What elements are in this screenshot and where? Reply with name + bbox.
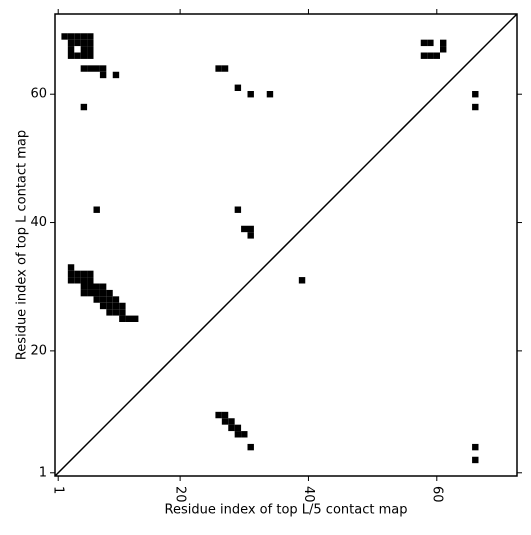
contact-cell (87, 33, 94, 40)
contact-cell (74, 52, 81, 59)
contact-cell (74, 270, 81, 278)
plot-frame (54, 13, 518, 477)
contact-cell (472, 103, 479, 111)
contact-cell (67, 52, 75, 59)
contact-cell (215, 411, 222, 419)
contact-cell (221, 411, 229, 419)
contact-cell (87, 65, 94, 72)
contact-cell (67, 277, 75, 284)
contact-cell (427, 39, 434, 47)
contact-cell (440, 46, 447, 53)
contact-cell (87, 283, 94, 290)
contact-cell (80, 52, 88, 59)
contact-cell (119, 315, 126, 322)
contact-cell (67, 270, 75, 278)
contact-cell (80, 277, 88, 284)
contact-cell (74, 277, 81, 284)
contact-cell (112, 302, 120, 310)
contact-cell (106, 309, 113, 316)
diagonal-line (54, 13, 518, 477)
contact-cell (67, 264, 75, 271)
contact-cell (87, 289, 94, 297)
x-tick-label: 40 (301, 486, 316, 503)
contact-cell (420, 52, 428, 59)
contact-cell (119, 302, 126, 310)
contact-cell (427, 52, 434, 59)
contact-cell (87, 277, 94, 284)
contact-cell (247, 225, 254, 233)
contact-cell (74, 33, 81, 40)
contact-cell (93, 283, 100, 290)
contact-cell (87, 39, 94, 47)
x-tick-label: 20 (173, 486, 188, 503)
contact-cell (234, 424, 242, 432)
contact-cell (472, 443, 479, 451)
contact-cell (241, 431, 248, 438)
contact-cell (440, 39, 447, 47)
y-tick-label: 40 (30, 215, 47, 230)
contact-cell (132, 315, 139, 322)
contact-cell (87, 52, 94, 59)
x-axis-label: Residue index of top L/5 contact map (165, 503, 408, 518)
x-tick-label: 1 (51, 486, 66, 494)
contact-cell (99, 296, 107, 303)
y-axis-label: Residue index of top L contact map (15, 130, 30, 360)
contact-cell (247, 232, 254, 239)
contact-cell (80, 270, 88, 278)
contact-cell (80, 65, 88, 72)
contact-cell (106, 296, 113, 303)
contact-cell (87, 46, 94, 53)
contact-cell (247, 91, 254, 98)
contact-cell (119, 309, 126, 316)
contact-cell (80, 46, 88, 53)
contact-cell (67, 33, 75, 40)
y-tick-label: 1 (39, 465, 47, 480)
contact-cell (80, 39, 88, 47)
contact-cell (298, 277, 306, 284)
contact-cell (247, 443, 254, 451)
contact-cell (80, 103, 88, 111)
contact-cell (67, 46, 75, 53)
contact-cell (221, 418, 229, 425)
contact-cell (472, 91, 479, 98)
x-tick-label: 60 (429, 486, 444, 503)
contact-cell (228, 418, 235, 425)
y-tick-label: 60 (30, 87, 47, 102)
contact-cell (61, 33, 68, 40)
contact-cell (99, 289, 107, 297)
contact-cell (234, 84, 242, 91)
contact-cell (106, 302, 113, 310)
contact-cell (234, 431, 242, 438)
contact-cell (93, 289, 100, 297)
contact-cell (74, 39, 81, 47)
contact-cell (99, 302, 107, 310)
contact-cell (125, 315, 132, 322)
contact-cell (215, 65, 222, 72)
y-tick-label: 20 (30, 343, 47, 358)
contact-cell (221, 65, 229, 72)
contact-cell (228, 424, 235, 432)
contact-cell (93, 206, 100, 213)
contact-cell (80, 33, 88, 40)
contact-cell (234, 206, 242, 213)
contact-cell (99, 283, 107, 290)
contact-cell (433, 52, 440, 59)
contact-cell (472, 456, 479, 464)
contact-cell (112, 296, 120, 303)
contact-cell (67, 39, 75, 47)
contact-cell (106, 289, 113, 297)
contact-cell (112, 71, 120, 79)
contact-cell (99, 65, 107, 72)
contact-cell (93, 65, 100, 72)
contact-cell (80, 283, 88, 290)
contact-cell (112, 309, 120, 316)
contact-cell (93, 296, 100, 303)
contact-cell (266, 91, 274, 98)
contact-cell (87, 270, 94, 278)
contact-cell (420, 39, 428, 47)
contact-cell (99, 71, 107, 79)
contact-cell (80, 289, 88, 297)
contact-cell (241, 225, 248, 233)
